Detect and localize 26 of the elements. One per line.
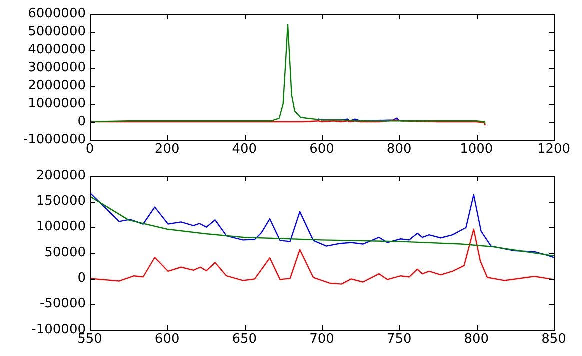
y-tick-label: 150000	[36, 194, 86, 210]
y-tick-label: 0	[78, 271, 86, 286]
x-tick-label: 600	[310, 142, 334, 158]
x-tick-label: 800	[386, 142, 412, 158]
y-tick-label: 2000000	[28, 78, 86, 94]
y-tick-label: 1000000	[28, 96, 86, 112]
x-tick-label: 700	[310, 332, 334, 348]
x-tick-label: 650	[232, 332, 258, 348]
y-tick-label: 0	[78, 114, 86, 130]
x-tick-label: 1200	[537, 142, 571, 158]
x-tick-label: 800	[464, 332, 490, 348]
y-tick-label: 3000000	[28, 60, 86, 76]
y-tick-label: -1000000	[23, 132, 86, 148]
x-tick-label: 200	[154, 142, 180, 158]
y-tick-label: 6000000	[28, 6, 86, 22]
x-tick-label: 850	[542, 332, 566, 348]
x-tick-label: 600	[154, 332, 180, 348]
x-tick-label: 400	[232, 142, 258, 158]
x-tick-label: 750	[386, 332, 412, 348]
x-tick-label: 1000	[460, 142, 494, 158]
y-tick-label: 100000	[36, 220, 86, 235]
y-tick-label: 50000	[44, 245, 86, 260]
y-tick-label: 4000000	[28, 42, 86, 58]
y-tick-label: 5000000	[28, 24, 86, 40]
y-tick-label: 200000	[36, 168, 86, 184]
y-tick-label: -50000	[40, 296, 86, 312]
